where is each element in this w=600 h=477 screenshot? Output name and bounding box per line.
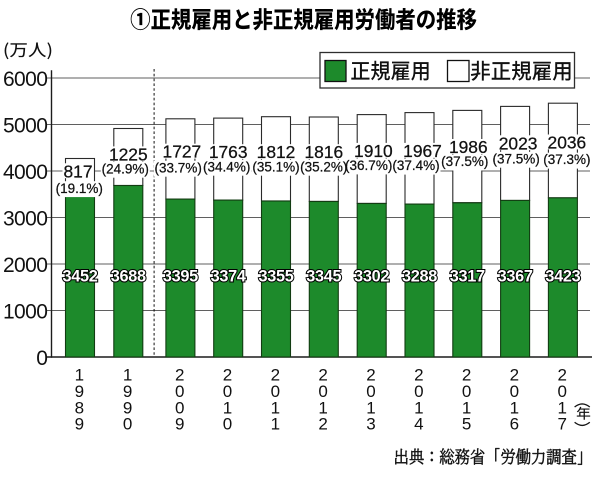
svg-text:0: 0 (175, 382, 184, 401)
svg-text:4: 4 (414, 415, 423, 434)
svg-text:7: 7 (557, 415, 566, 434)
svg-text:3345: 3345 (306, 267, 341, 285)
svg-text:1: 1 (462, 398, 471, 417)
svg-text:(37.5%): (37.5%) (492, 151, 539, 166)
svg-text:3423: 3423 (545, 267, 580, 285)
svg-text:5: 5 (462, 415, 471, 434)
svg-text:3395: 3395 (163, 267, 198, 285)
svg-text:6: 6 (510, 415, 519, 434)
svg-text:0: 0 (318, 382, 327, 401)
svg-text:3374: 3374 (211, 267, 246, 285)
svg-text:(35.1%): (35.1%) (252, 159, 299, 174)
svg-text:3367: 3367 (498, 267, 533, 285)
svg-text:3452: 3452 (62, 267, 97, 285)
svg-text:2: 2 (318, 366, 327, 385)
svg-text:2036: 2036 (548, 133, 587, 153)
svg-text:2000: 2000 (3, 254, 47, 277)
svg-text:3688: 3688 (111, 267, 146, 285)
svg-text:3: 3 (366, 415, 375, 434)
svg-text:0: 0 (366, 382, 375, 401)
svg-text:2023: 2023 (499, 133, 538, 153)
svg-text:1: 1 (510, 398, 519, 417)
svg-text:(37.4%): (37.4%) (392, 158, 439, 173)
svg-text:2: 2 (510, 366, 519, 385)
svg-text:0: 0 (414, 382, 423, 401)
svg-text:1763: 1763 (209, 142, 248, 162)
svg-text:817: 817 (63, 161, 92, 181)
svg-text:8: 8 (75, 398, 84, 417)
svg-text:1: 1 (271, 398, 280, 417)
svg-text:4000: 4000 (3, 161, 47, 184)
svg-text:0: 0 (510, 382, 519, 401)
svg-text:(24.9%): (24.9%) (102, 161, 149, 176)
svg-text:9: 9 (123, 398, 132, 417)
svg-text:2: 2 (462, 366, 471, 385)
svg-text:3355: 3355 (258, 267, 293, 285)
svg-text:2: 2 (414, 366, 423, 385)
svg-text:0: 0 (271, 382, 280, 401)
svg-text:(19.1%): (19.1%) (56, 181, 103, 196)
svg-text:9: 9 (75, 415, 84, 434)
svg-text:3288: 3288 (402, 267, 437, 285)
svg-text:1: 1 (366, 398, 375, 417)
svg-text:2: 2 (271, 366, 280, 385)
svg-text:1986: 1986 (449, 137, 488, 157)
svg-text:2: 2 (223, 366, 232, 385)
svg-text:6000: 6000 (3, 68, 47, 91)
svg-text:1: 1 (414, 398, 423, 417)
svg-text:9: 9 (175, 415, 184, 434)
svg-text:0: 0 (462, 382, 471, 401)
svg-text:0: 0 (223, 415, 232, 434)
svg-text:1000: 1000 (3, 301, 47, 324)
svg-text:2: 2 (557, 366, 566, 385)
svg-text:(34.4%): (34.4%) (203, 159, 250, 174)
svg-text:0: 0 (175, 398, 184, 417)
svg-text:2: 2 (366, 366, 375, 385)
svg-text:2: 2 (318, 415, 327, 434)
svg-text:1910: 1910 (354, 141, 393, 161)
svg-text:(33.7%): (33.7%) (155, 160, 202, 175)
svg-text:1: 1 (223, 398, 232, 417)
svg-text:0: 0 (223, 382, 232, 401)
svg-text:1816: 1816 (304, 142, 343, 162)
svg-text:0: 0 (36, 347, 47, 370)
svg-text:3317: 3317 (450, 267, 485, 285)
svg-text:1812: 1812 (257, 142, 296, 162)
svg-text:9: 9 (75, 382, 84, 401)
svg-text:2: 2 (175, 366, 184, 385)
svg-text:(37.3%): (37.3%) (543, 152, 590, 167)
svg-text:1: 1 (557, 398, 566, 417)
svg-text:5000: 5000 (3, 115, 47, 138)
svg-text:3302: 3302 (354, 267, 389, 285)
svg-text:0: 0 (123, 415, 132, 434)
svg-text:9: 9 (123, 382, 132, 401)
svg-text:1727: 1727 (163, 142, 202, 162)
svg-text:(37.5%): (37.5%) (441, 154, 488, 169)
svg-text:(36.7%): (36.7%) (345, 158, 392, 173)
svg-text:3000: 3000 (3, 208, 47, 231)
svg-text:(35.2%): (35.2%) (300, 159, 347, 174)
svg-text:1: 1 (75, 366, 84, 385)
svg-text:1225: 1225 (109, 144, 148, 164)
svg-text:1: 1 (123, 366, 132, 385)
svg-text:1967: 1967 (403, 141, 442, 161)
svg-text:1: 1 (271, 415, 280, 434)
svg-text:1: 1 (318, 398, 327, 417)
svg-text:0: 0 (557, 382, 566, 401)
